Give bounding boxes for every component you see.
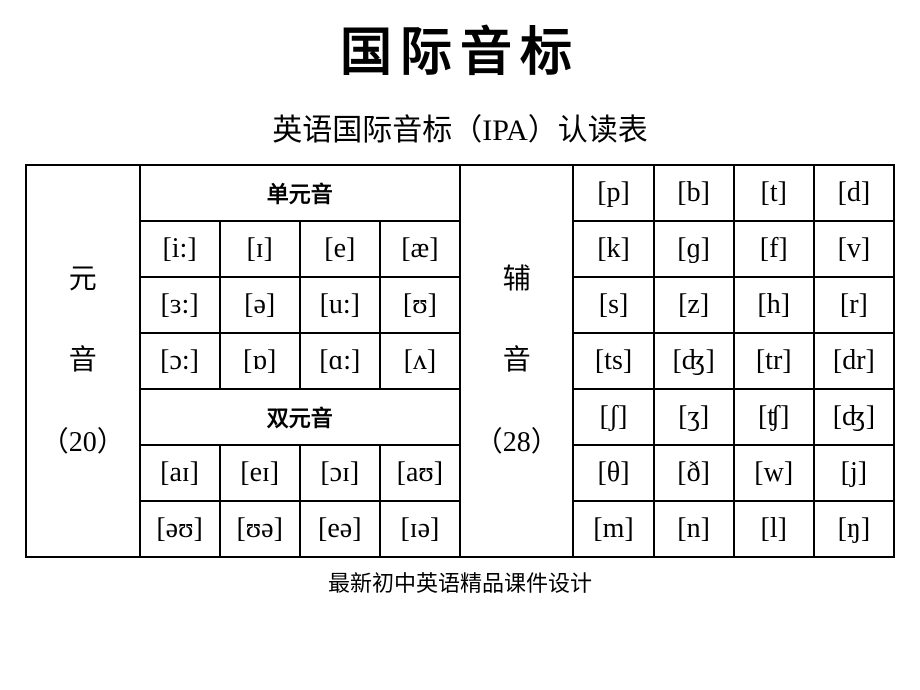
consonant-group-label: 辅 音 （28） <box>460 165 574 557</box>
phonetic-cell: [s] <box>573 277 653 333</box>
phonetic-cell: [ʤ] <box>814 389 894 445</box>
phonetic-cell: [eə] <box>300 501 380 557</box>
ipa-table-wrapper: 元 音 （20） 单元音 辅 音 （28） [p] [b] [t] [d] [i… <box>25 164 895 558</box>
phonetic-cell: [t] <box>734 165 814 221</box>
phonetic-cell: [d] <box>814 165 894 221</box>
phonetic-cell: [ɡ] <box>654 221 734 277</box>
phonetic-cell: [ɔɪ] <box>300 445 380 501</box>
vowel-char2: 音 <box>69 330 97 392</box>
consonant-char2: 音 <box>503 330 531 392</box>
phonetic-cell: [dr] <box>814 333 894 389</box>
phonetic-cell: [f] <box>734 221 814 277</box>
vowel-char1: 元 <box>69 249 97 311</box>
phonetic-cell: [w] <box>734 445 814 501</box>
mono-vowel-header: 单元音 <box>140 165 460 221</box>
phonetic-cell: [aɪ] <box>140 445 220 501</box>
diphthong-header: 双元音 <box>140 389 460 445</box>
phonetic-cell: [e] <box>300 221 380 277</box>
table-row: 元 音 （20） 单元音 辅 音 （28） [p] [b] [t] [d] <box>26 165 894 221</box>
phonetic-cell: [z] <box>654 277 734 333</box>
phonetic-cell: [i:] <box>140 221 220 277</box>
phonetic-cell: [ʊ] <box>380 277 460 333</box>
phonetic-cell: [ʧ] <box>734 389 814 445</box>
phonetic-cell: [aʊ] <box>380 445 460 501</box>
vowel-count: （20） <box>41 412 125 474</box>
phonetic-cell: [ɔ:] <box>140 333 220 389</box>
phonetic-cell: [eɪ] <box>220 445 300 501</box>
phonetic-cell: [k] <box>573 221 653 277</box>
phonetic-cell: [ɜ:] <box>140 277 220 333</box>
phonetic-cell: [ə] <box>220 277 300 333</box>
phonetic-cell: [əʊ] <box>140 501 220 557</box>
phonetic-cell: [θ] <box>573 445 653 501</box>
phonetic-cell: [n] <box>654 501 734 557</box>
phonetic-cell: [m] <box>573 501 653 557</box>
phonetic-cell: [tr] <box>734 333 814 389</box>
vowel-group-label: 元 音 （20） <box>26 165 140 557</box>
phonetic-cell: [b] <box>654 165 734 221</box>
phonetic-cell: [v] <box>814 221 894 277</box>
phonetic-cell: [j] <box>814 445 894 501</box>
phonetic-cell: [ʃ] <box>573 389 653 445</box>
ipa-table: 元 音 （20） 单元音 辅 音 （28） [p] [b] [t] [d] [i… <box>25 164 895 558</box>
sub-title: 英语国际音标（IPA）认读表 <box>0 105 920 149</box>
phonetic-cell: [ʒ] <box>654 389 734 445</box>
phonetic-cell: [ɪə] <box>380 501 460 557</box>
main-title: 国际音标 <box>0 0 920 85</box>
phonetic-cell: [æ] <box>380 221 460 277</box>
consonant-char1: 辅 <box>503 249 531 311</box>
phonetic-cell: [ɪ] <box>220 221 300 277</box>
phonetic-cell: [ʤ] <box>654 333 734 389</box>
phonetic-cell: [ð] <box>654 445 734 501</box>
phonetic-cell: [ɑ:] <box>300 333 380 389</box>
footer-text: 最新初中英语精品课件设计 <box>0 566 920 598</box>
phonetic-cell: [ɒ] <box>220 333 300 389</box>
phonetic-cell: [h] <box>734 277 814 333</box>
phonetic-cell: [u:] <box>300 277 380 333</box>
phonetic-cell: [p] <box>573 165 653 221</box>
consonant-count: （28） <box>475 412 559 474</box>
phonetic-cell: [ŋ] <box>814 501 894 557</box>
phonetic-cell: [ts] <box>573 333 653 389</box>
phonetic-cell: [r] <box>814 277 894 333</box>
phonetic-cell: [l] <box>734 501 814 557</box>
phonetic-cell: [ʊə] <box>220 501 300 557</box>
phonetic-cell: [ʌ] <box>380 333 460 389</box>
